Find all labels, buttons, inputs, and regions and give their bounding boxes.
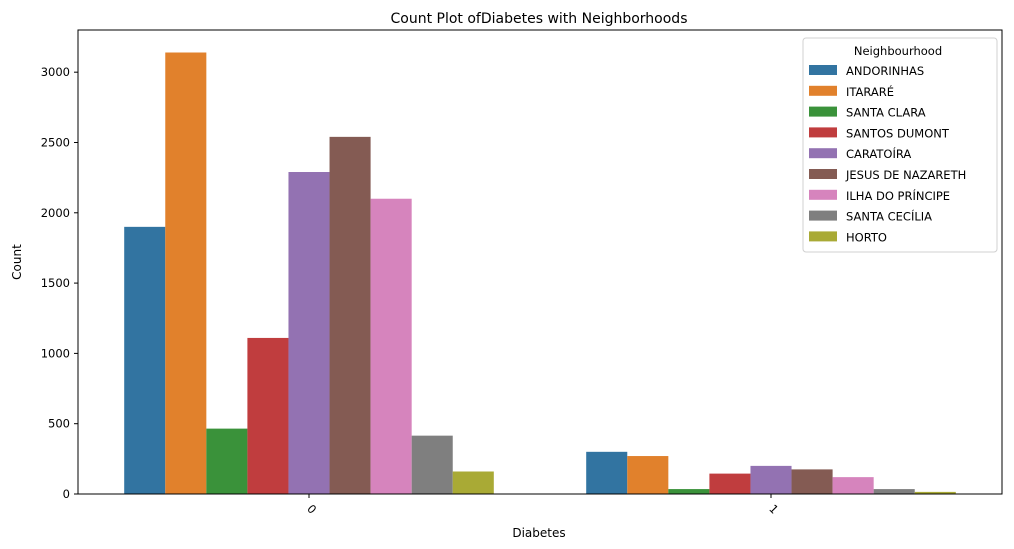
legend-label: ANDORINHAS — [846, 64, 924, 78]
y-tick-label: 500 — [48, 417, 70, 431]
legend-swatch — [809, 106, 837, 117]
legend-swatch — [809, 127, 837, 138]
legend-label: JESUS DE NAZARETH — [845, 168, 966, 182]
legend-swatch — [809, 148, 837, 159]
legend-frame — [802, 37, 998, 253]
legend-label: SANTOS DUMONT — [846, 126, 950, 140]
bar — [791, 469, 833, 494]
y-tick-label: 1500 — [41, 276, 70, 290]
legend-entries: ANDORINHAS ITARARÉ SANTA CLARA SANTOS DUMON… — [809, 64, 966, 244]
bar — [247, 337, 289, 494]
y-tick-label: 0 — [63, 487, 70, 501]
legend-swatch — [809, 85, 837, 96]
y-tick-label: 2000 — [41, 206, 70, 220]
bar — [411, 435, 453, 494]
bar — [288, 172, 330, 494]
y-tick-label: 1000 — [41, 346, 70, 360]
bars-group — [124, 52, 956, 495]
y-tick-label: 2500 — [41, 135, 70, 149]
legend-swatch — [809, 231, 837, 242]
legend-label: HORTO — [846, 230, 887, 244]
bar — [832, 477, 874, 494]
bar — [750, 465, 792, 494]
bar — [914, 491, 956, 494]
legend-label: SANTA CECÍLIA — [846, 209, 932, 224]
y-axis-label: Count — [10, 244, 24, 280]
legend-swatch — [809, 210, 837, 221]
legend-label: ILHA DO PRÍNCIPE — [846, 188, 950, 203]
legend-swatch — [809, 65, 837, 75]
legend-label: SANTA CLARA — [846, 106, 926, 120]
bar — [586, 451, 628, 494]
plot-area-frame — [77, 29, 1003, 495]
legend-label: CARATOÍRA — [846, 146, 911, 161]
legend-label: ITARARÉ — [846, 84, 894, 99]
bar — [370, 198, 412, 495]
bar — [627, 456, 669, 494]
bar — [668, 489, 710, 494]
bar — [124, 226, 166, 494]
x-tick-label: 1 — [766, 502, 781, 517]
legend-swatch — [809, 189, 837, 200]
legend-title: Neighbourhood — [854, 44, 942, 58]
legend: Neighbourhood ANDORINHAS ITARARÉ SANTA CLA… — [802, 37, 998, 253]
x-axis-label: Diabetes — [512, 526, 565, 540]
bar — [165, 52, 207, 494]
bar — [329, 136, 371, 495]
bar — [206, 428, 248, 494]
legend-swatch — [809, 169, 837, 179]
y-axis: 0 500 1000 1500 2000 2500 3000 — [41, 65, 78, 501]
x-tick-label: 0 — [304, 502, 319, 517]
bar — [873, 489, 915, 494]
y-tick-label: 3000 — [41, 65, 70, 79]
bar — [709, 473, 751, 494]
bar — [452, 471, 494, 494]
chart-title: Count Plot ofDiabetes with Neighborhoods — [391, 11, 688, 27]
